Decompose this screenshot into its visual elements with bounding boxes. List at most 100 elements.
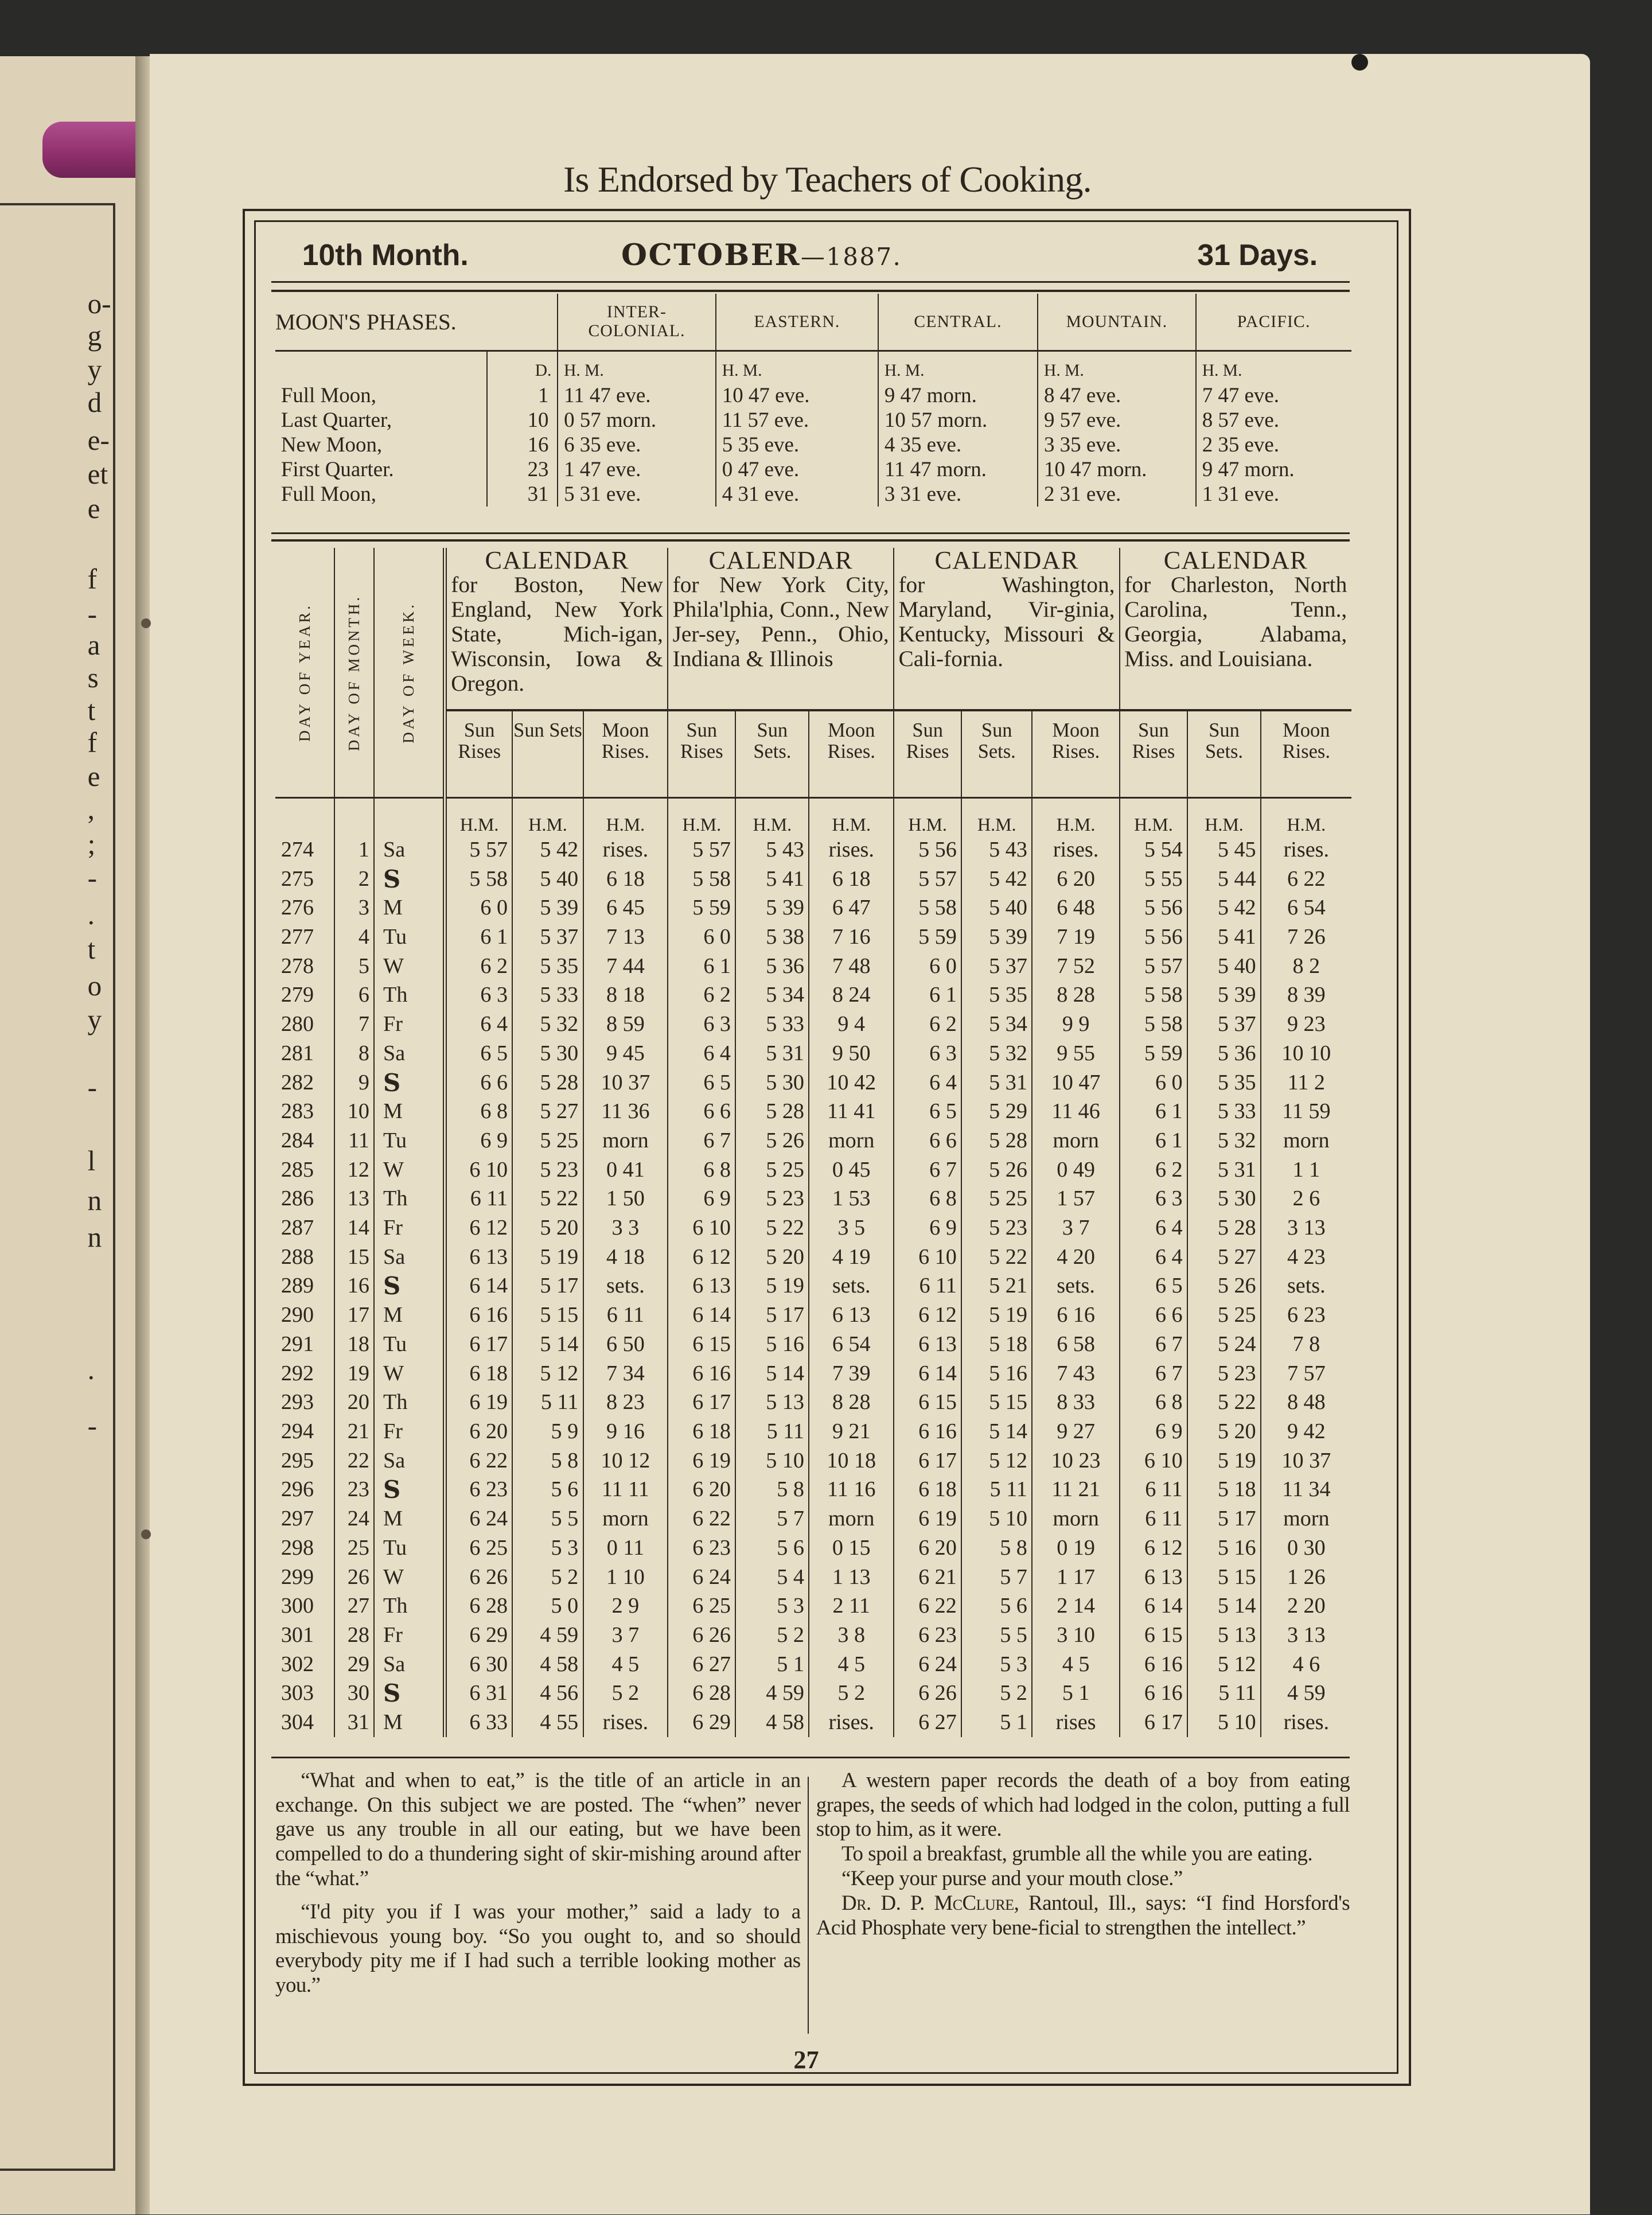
sun-sets-cell: 5 22: [961, 1243, 1032, 1272]
sun-rises-cell: 6 16: [893, 1417, 962, 1446]
moon-rises-cell: morn: [582, 1504, 668, 1534]
sun-rises-cell: 6 3: [442, 980, 513, 1010]
sun-sets-cell: 5 26: [961, 1155, 1032, 1185]
column-subheader: Sun Rises: [1119, 709, 1188, 798]
sun-sets-cell: 5 28: [1187, 1213, 1261, 1243]
sun-sets-cell: 5 31: [735, 1039, 809, 1068]
sun-rises-cell: 6 7: [1119, 1358, 1188, 1388]
day-of-month-cell: 25: [334, 1533, 375, 1563]
day-of-week-cell: Th: [373, 1184, 445, 1214]
column-subheader: Sun Sets: [512, 709, 583, 798]
day-of-year-cell: 293: [280, 1390, 314, 1415]
sun-sets-cell: 5 20: [735, 1243, 809, 1272]
moon-rises-cell: rises.: [808, 835, 894, 865]
day-of-year-cell: 284: [280, 1128, 314, 1153]
sun-sets-cell: 5 29: [961, 1097, 1032, 1127]
day-of-year-cell: 292: [280, 1361, 314, 1385]
moon-rises-cell: 2 14: [1031, 1591, 1120, 1621]
zone-header: PACIFIC.: [1195, 293, 1351, 352]
moon-rises-cell: rises.: [582, 1708, 668, 1737]
day-of-month-cell: 21: [334, 1417, 375, 1446]
sun-rises-cell: 6 7: [1119, 1330, 1188, 1359]
day-of-week-cell: Sa: [373, 1039, 445, 1068]
sun-sets-cell: 5 19: [735, 1271, 809, 1301]
day-of-month-cell: 14: [334, 1213, 375, 1243]
left-page-text-fragment: -: [87, 598, 97, 630]
moon-rises-cell: sets.: [808, 1271, 894, 1301]
column-subheader: Moon Rises.: [1031, 709, 1120, 798]
sun-rises-cell: 6 1: [893, 980, 962, 1010]
sun-sets-cell: 5 8: [735, 1475, 809, 1505]
sun-sets-cell: 5 19: [1187, 1446, 1261, 1476]
left-page-text-fragment: g: [87, 320, 102, 352]
region-header: CALENDAR for Boston, New England, New Yor…: [442, 547, 668, 711]
sun-rises-cell: 6 18: [667, 1417, 736, 1446]
sun-sets-cell: 5 24: [1187, 1330, 1261, 1359]
divider: [271, 281, 1350, 283]
column-divider: [807, 1776, 809, 2034]
note-paragraph: A western paper records the death of a b…: [816, 1768, 1350, 1841]
divider: [271, 539, 1350, 542]
moon-rises-cell: 7 43: [1031, 1358, 1120, 1388]
moon-rises-cell: rises.: [1260, 1708, 1351, 1737]
day-of-month-header: DAY OF MONTH.: [334, 548, 375, 798]
moon-rises-cell: 2 11: [808, 1591, 894, 1621]
sun-rises-cell: 6 17: [442, 1330, 513, 1359]
day-of-year-cell: 280: [280, 1012, 314, 1037]
sun-rises-cell: 6 10: [893, 1243, 962, 1272]
day-of-year-cell: 277: [280, 925, 314, 949]
day-of-month-cell: 5: [334, 952, 375, 981]
page-frame-inner: [254, 220, 1398, 2074]
day-of-month-cell: 24: [334, 1504, 375, 1534]
sun-sets-cell: 5 31: [961, 1068, 1032, 1097]
sun-rises-cell: 6 18: [442, 1358, 513, 1388]
moon-rises-cell: 4 23: [1260, 1243, 1351, 1272]
day-of-month-cell: 1: [334, 835, 375, 865]
phase-time: 11 47 morn.: [878, 457, 1038, 482]
sun-sets-cell: 5 14: [961, 1417, 1032, 1446]
day-of-year-cell: 302: [280, 1652, 314, 1676]
divider: [271, 532, 1350, 534]
sun-rises-cell: 6 6: [667, 1097, 736, 1127]
left-page-text-fragment: -: [87, 862, 97, 894]
sun-sets-cell: 4 58: [512, 1649, 583, 1679]
day-of-week-cell: Th: [373, 980, 445, 1010]
page-frame-outer: [243, 209, 1411, 2086]
sun-rises-cell: 6 2: [667, 980, 736, 1010]
sun-rises-cell: 6 20: [667, 1475, 736, 1505]
phase-time: 4 35 eve.: [878, 432, 1038, 457]
sun-sets-cell: 5 2: [735, 1621, 809, 1650]
left-page-text-fragment: y: [87, 354, 102, 386]
hm-label: H.M.: [1260, 797, 1351, 836]
sun-sets-cell: 5 15: [512, 1301, 583, 1330]
month-number: 10th Month.: [302, 238, 469, 271]
moon-rises-cell: 11 59: [1260, 1097, 1351, 1127]
phase-time: 9 47 morn.: [878, 383, 1038, 408]
year: —1887.: [800, 242, 902, 271]
phase-name: Last Quarter,: [280, 408, 392, 432]
day-of-week-cell: Fr: [373, 1213, 445, 1243]
sun-rises-cell: 5 56: [893, 835, 962, 865]
moon-rises-cell: 6 47: [808, 893, 894, 923]
sun-sets-cell: 5 43: [735, 835, 809, 865]
moon-rises-cell: 5 2: [808, 1679, 894, 1708]
moon-rises-cell: 9 55: [1031, 1039, 1120, 1068]
sun-sets-cell: 5 32: [1187, 1126, 1261, 1155]
sun-sets-cell: 5 34: [735, 980, 809, 1010]
sun-sets-cell: 5 1: [735, 1649, 809, 1679]
sun-rises-cell: 6 22: [667, 1504, 736, 1534]
moon-rises-cell: 8 59: [582, 1010, 668, 1040]
month-title: OCTOBER—1887.: [621, 238, 902, 273]
moon-rises-cell: 1 26: [1260, 1562, 1351, 1592]
moon-rises-cell: 3 3: [582, 1213, 668, 1243]
sun-rises-cell: 6 14: [1119, 1591, 1188, 1621]
sun-sets-cell: 5 36: [1187, 1039, 1261, 1068]
sun-rises-cell: 6 17: [893, 1446, 962, 1476]
sun-rises-cell: 6 14: [667, 1301, 736, 1330]
sun-sets-cell: 5 23: [961, 1213, 1032, 1243]
moon-rises-cell: 10 37: [582, 1068, 668, 1097]
